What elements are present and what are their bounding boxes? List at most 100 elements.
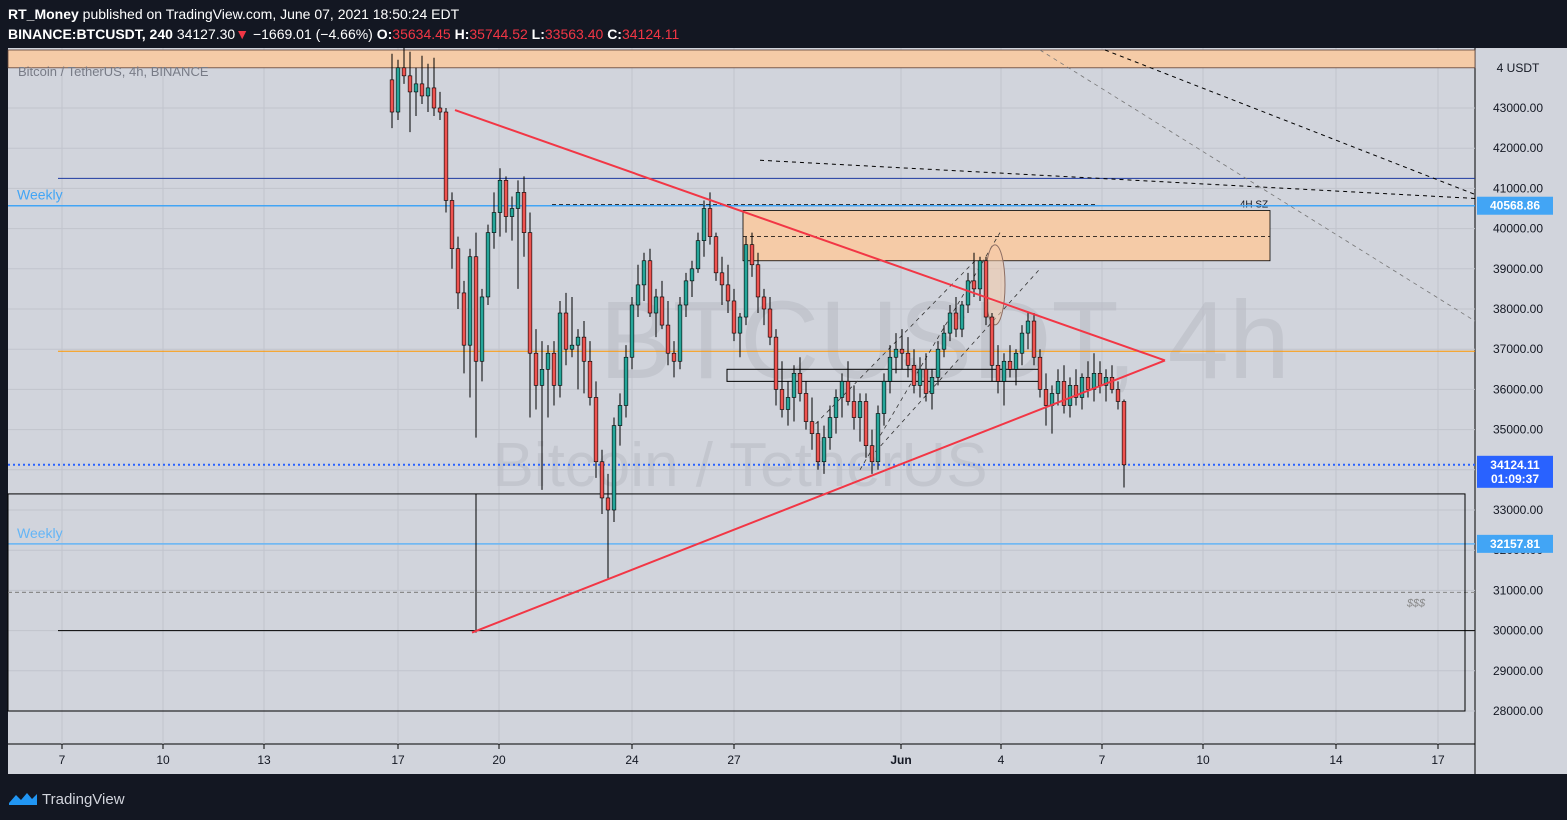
- candle-body: [1115, 389, 1121, 402]
- candle-body: [527, 232, 533, 354]
- candle-body: [407, 75, 413, 93]
- candle-body: [1067, 385, 1073, 406]
- trendline-dashed-grey: [1039, 49, 1476, 322]
- candle-body: [677, 304, 683, 362]
- candle-body: [905, 352, 911, 366]
- y-tick-label: 29000.00: [1493, 664, 1543, 678]
- candle-body: [479, 296, 485, 362]
- candle-body: [1037, 356, 1043, 390]
- x-tick-label: 13: [257, 753, 271, 767]
- x-tick-label: 20: [492, 753, 506, 767]
- y-tick-label: 28000.00: [1493, 704, 1543, 718]
- candle-body: [581, 336, 587, 362]
- x-tick-label: Jun: [890, 753, 911, 767]
- candle-body: [851, 401, 857, 418]
- y-tick-label: 31000.00: [1493, 583, 1543, 597]
- candle-body: [599, 461, 605, 499]
- candle-body: [791, 373, 797, 398]
- price-label-text: 34124.11: [1490, 458, 1540, 472]
- price-label-text: 40568.86: [1490, 199, 1540, 213]
- supply-zone-top: [7, 49, 1476, 69]
- candle-body: [755, 264, 761, 298]
- candle-body: [887, 356, 893, 382]
- high-value: 35744.52: [469, 26, 528, 42]
- candle-body: [1007, 360, 1013, 370]
- candle-body: [1097, 373, 1103, 386]
- candle-body: [785, 397, 791, 410]
- candle-body: [551, 352, 557, 386]
- open-value: 35634.45: [392, 26, 451, 42]
- candle-body: [1103, 377, 1109, 386]
- candle-body: [545, 352, 551, 370]
- price-axis-background: [1475, 48, 1567, 774]
- price-label-tag: [1477, 534, 1553, 553]
- chart-header: RT_Money published on TradingView.com, J…: [0, 0, 1567, 48]
- symbol-label[interactable]: BINANCE:BTCUSDT, 240: [8, 26, 173, 42]
- candle-body: [869, 445, 875, 463]
- chart-legend[interactable]: Bitcoin / TetherUS, 4h, BINANCE: [18, 64, 209, 79]
- candle-body: [827, 417, 833, 438]
- candle-body: [893, 348, 899, 358]
- candle-body: [989, 316, 995, 366]
- candle-body: [623, 356, 629, 406]
- chart-background: [8, 48, 1475, 774]
- candle-body: [557, 312, 563, 386]
- candles: [389, 47, 1127, 579]
- candle-body: [563, 312, 569, 350]
- candle-body: [713, 236, 719, 274]
- candle-body: [779, 389, 785, 410]
- candle-body: [401, 67, 407, 77]
- candle-body: [449, 200, 455, 250]
- candle-body: [815, 433, 821, 463]
- close-label: C:: [607, 26, 622, 42]
- candle-body: [833, 397, 839, 418]
- candle-body: [1109, 377, 1115, 390]
- y-tick-label: 30000.00: [1493, 624, 1543, 638]
- brand-text: TradingView: [42, 790, 125, 808]
- drawings: 4H SZWeeklyWeekly$$$: [7, 49, 1476, 712]
- candle-body: [641, 260, 647, 286]
- candle-body: [797, 373, 803, 394]
- author-name[interactable]: RT_Money: [8, 6, 79, 22]
- candle-body: [761, 296, 767, 310]
- candle-body: [539, 368, 545, 386]
- publish-line: RT_Money published on TradingView.com, J…: [8, 6, 459, 22]
- channel-line: [859, 232, 1001, 471]
- candle-body: [701, 208, 707, 241]
- y-tick-label: 33000.00: [1493, 503, 1543, 517]
- tradingview-brand[interactable]: TradingView: [8, 788, 125, 810]
- candle-body: [965, 280, 971, 306]
- candle-body: [935, 348, 941, 378]
- candle-body: [899, 348, 905, 354]
- candle-body: [521, 192, 527, 233]
- candle-body: [491, 212, 497, 233]
- candle-body: [953, 312, 959, 330]
- price-label-text: 32157.81: [1490, 537, 1540, 551]
- candle-body: [911, 364, 917, 386]
- candle-body: [917, 368, 923, 386]
- candle-body: [863, 401, 869, 446]
- x-tick-label: 17: [391, 753, 405, 767]
- candle-body: [611, 425, 617, 511]
- published-text: published on TradingView.com, June 07, 2…: [78, 6, 460, 22]
- supply-zone-4h: [742, 210, 1271, 262]
- candle-body: [941, 332, 947, 350]
- candle-body: [497, 180, 503, 213]
- candle-body: [617, 405, 623, 426]
- y-tick-label: 37000.00: [1493, 342, 1543, 356]
- candle-body: [503, 180, 509, 217]
- candle-body: [803, 393, 809, 422]
- y-tick-label: 38000.00: [1493, 302, 1543, 316]
- price-label-tag: [1477, 196, 1553, 215]
- candle-body: [629, 304, 635, 358]
- y-tick-label: 43000.00: [1493, 101, 1543, 115]
- candle-body: [1043, 389, 1049, 406]
- x-tick-label: 7: [59, 753, 66, 767]
- candle-body: [1013, 352, 1019, 370]
- candle-body: [431, 87, 437, 109]
- high-label: H:: [454, 26, 470, 42]
- time-axis-background: [8, 744, 1475, 774]
- candle-body: [725, 284, 731, 302]
- candle-body: [389, 79, 395, 113]
